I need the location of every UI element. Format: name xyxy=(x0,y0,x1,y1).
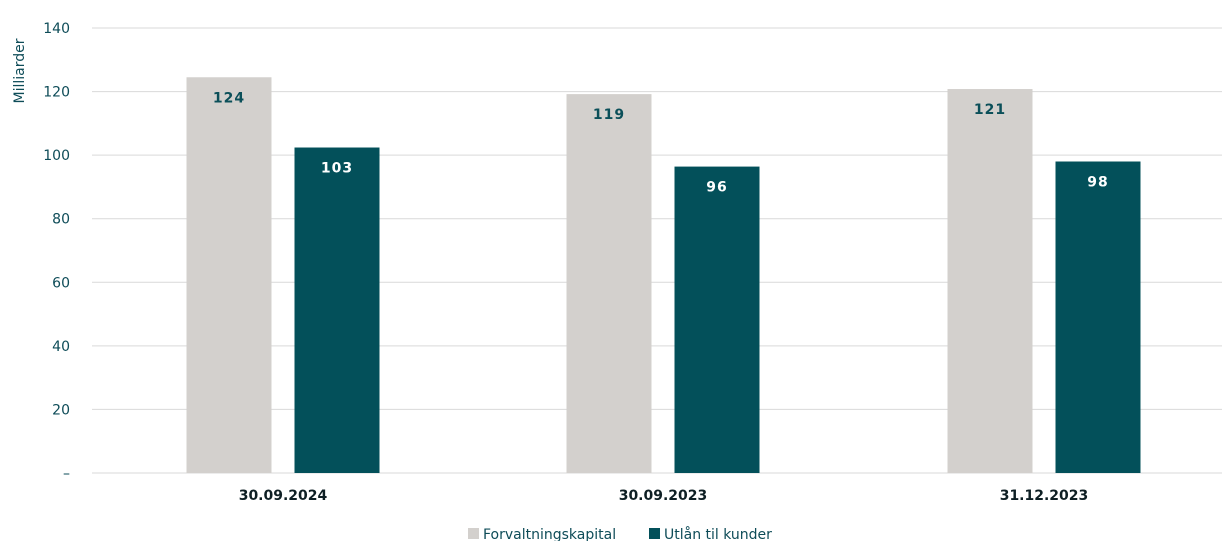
bar xyxy=(186,77,272,474)
legend-label: Utlån til kunder xyxy=(664,526,772,541)
gridlines xyxy=(92,27,1222,474)
y-tick-label: 60 xyxy=(52,275,70,291)
bars: 124 119 121 103 96 98 xyxy=(186,77,1141,474)
data-label: 98 xyxy=(1087,175,1108,191)
legend-label: Forvaltningskapital xyxy=(483,527,616,541)
y-tick-label: 80 xyxy=(52,212,70,228)
y-tick-label: 140 xyxy=(43,21,70,37)
bar xyxy=(1055,161,1141,473)
y-axis-label: Milliarder xyxy=(12,38,28,103)
data-label: 103 xyxy=(321,161,353,177)
x-category-label: 30.09.2024 xyxy=(239,488,328,504)
legend-swatch xyxy=(649,528,660,539)
x-category-label: 30.09.2023 xyxy=(619,488,708,504)
y-tick-label: 20 xyxy=(52,402,70,418)
data-label: 119 xyxy=(593,107,625,123)
y-tick-label: 120 xyxy=(43,85,70,101)
y-axis-ticks: – 20 40 60 80 100 120 140 xyxy=(43,21,70,482)
data-label: 124 xyxy=(213,90,245,106)
legend: Forvaltningskapital Utlån til kunder xyxy=(468,526,772,541)
bar xyxy=(294,147,380,473)
x-axis-categories: 30.09.2024 30.09.2023 31.12.2023 xyxy=(239,488,1089,504)
y-tick-label: 100 xyxy=(43,148,70,164)
bar xyxy=(674,166,760,474)
bar xyxy=(566,94,652,473)
bar xyxy=(947,89,1033,474)
data-label: 96 xyxy=(706,180,727,196)
data-label: 121 xyxy=(974,102,1006,118)
y-tick-label: 40 xyxy=(52,339,70,355)
x-category-label: 31.12.2023 xyxy=(1000,488,1089,504)
y-tick-label: – xyxy=(63,466,70,482)
legend-swatch xyxy=(468,528,479,539)
